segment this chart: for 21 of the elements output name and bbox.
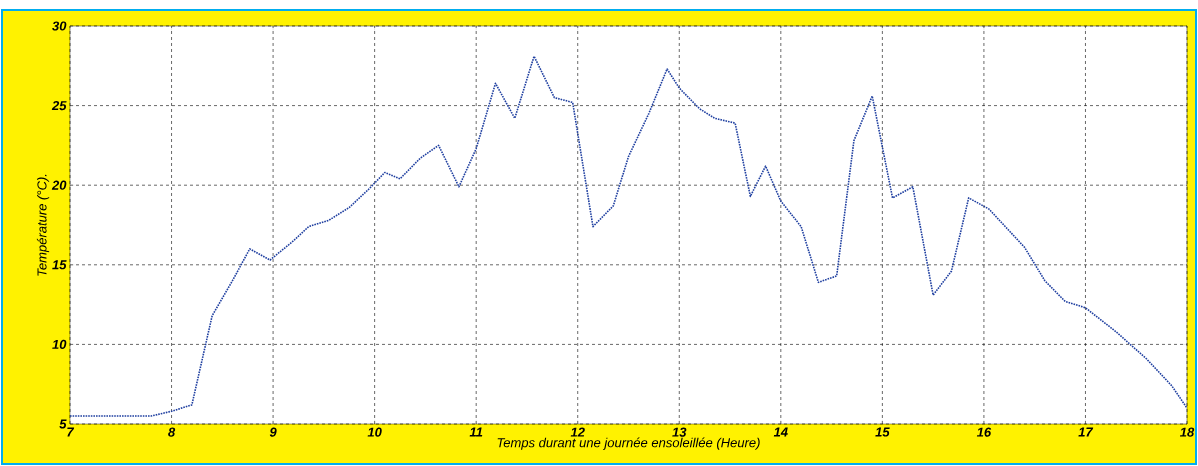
x-tick-label: 13 xyxy=(672,427,687,437)
x-tick-label: 7 xyxy=(67,427,75,437)
x-tick-label: 12 xyxy=(570,427,585,437)
x-tick-label: 8 xyxy=(168,427,176,437)
y-tick-label: 15 xyxy=(52,260,67,270)
x-axis-title: Temps durant une journée ensoleillée (Heure) xyxy=(497,437,760,450)
line-series xyxy=(70,55,1187,417)
x-tick-label: 15 xyxy=(875,427,890,437)
x-tick-label: 16 xyxy=(976,427,992,437)
y-tick-label: 25 xyxy=(51,100,67,111)
y-tick-label: 10 xyxy=(52,339,67,349)
y-axis-title: Température (°C). xyxy=(36,174,50,276)
x-tick-label: 10 xyxy=(367,427,382,437)
x-tick-label: 9 xyxy=(269,427,277,437)
x-tick-label: 14 xyxy=(773,427,788,437)
y-tick-label: 5 xyxy=(59,419,67,429)
y-tick-label: 30 xyxy=(52,21,67,31)
x-tick-label: 11 xyxy=(469,427,483,437)
y-tick-label: 20 xyxy=(51,180,67,190)
x-tick-label: 18 xyxy=(1179,427,1195,437)
x-tick-label: 17 xyxy=(1078,427,1094,437)
